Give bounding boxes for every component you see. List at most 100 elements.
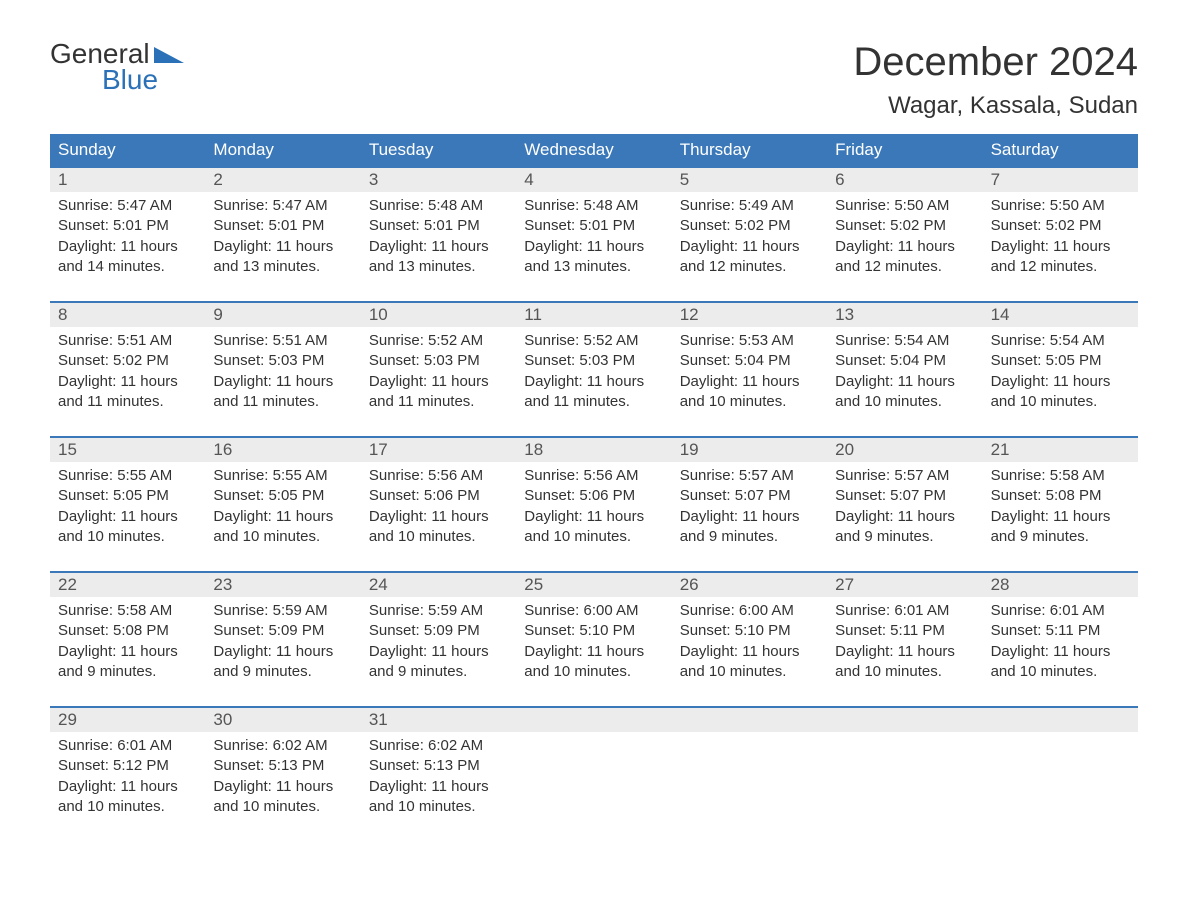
daylight-text: Daylight: 11 hours and 10 minutes. bbox=[369, 777, 508, 818]
sunset-text: Sunset: 5:05 PM bbox=[213, 486, 352, 506]
sunset-text: Sunset: 5:11 PM bbox=[835, 621, 974, 641]
day-number: 19 bbox=[672, 438, 827, 462]
daylight-text: Daylight: 11 hours and 10 minutes. bbox=[835, 372, 974, 413]
daylight-text: Daylight: 11 hours and 10 minutes. bbox=[369, 507, 508, 548]
daynum-row: 293031 bbox=[50, 708, 1138, 732]
daylight-text: Daylight: 11 hours and 10 minutes. bbox=[524, 642, 663, 683]
day-number: 8 bbox=[50, 303, 205, 327]
daylight-text: Daylight: 11 hours and 9 minutes. bbox=[991, 507, 1130, 548]
daynum-row: 15161718192021 bbox=[50, 438, 1138, 462]
sunset-text: Sunset: 5:02 PM bbox=[991, 216, 1130, 236]
sunrise-text: Sunrise: 5:54 AM bbox=[991, 331, 1130, 351]
day-cell: Sunrise: 5:54 AMSunset: 5:04 PMDaylight:… bbox=[827, 327, 982, 436]
sunset-text: Sunset: 5:05 PM bbox=[58, 486, 197, 506]
daylight-text: Daylight: 11 hours and 13 minutes. bbox=[213, 237, 352, 278]
day-header-cell: Tuesday bbox=[361, 134, 516, 166]
sunrise-text: Sunrise: 5:56 AM bbox=[524, 466, 663, 486]
daylight-text: Daylight: 11 hours and 13 minutes. bbox=[524, 237, 663, 278]
daylight-text: Daylight: 11 hours and 10 minutes. bbox=[58, 507, 197, 548]
sunset-text: Sunset: 5:11 PM bbox=[991, 621, 1130, 641]
sunrise-text: Sunrise: 5:52 AM bbox=[369, 331, 508, 351]
daylight-text: Daylight: 11 hours and 9 minutes. bbox=[835, 507, 974, 548]
day-cell: Sunrise: 5:57 AMSunset: 5:07 PMDaylight:… bbox=[672, 462, 827, 571]
day-number: 31 bbox=[361, 708, 516, 732]
day-cell: Sunrise: 5:52 AMSunset: 5:03 PMDaylight:… bbox=[361, 327, 516, 436]
day-cell: Sunrise: 5:55 AMSunset: 5:05 PMDaylight:… bbox=[50, 462, 205, 571]
sunrise-text: Sunrise: 5:50 AM bbox=[991, 196, 1130, 216]
daylight-text: Daylight: 11 hours and 11 minutes. bbox=[369, 372, 508, 413]
day-cell: Sunrise: 6:00 AMSunset: 5:10 PMDaylight:… bbox=[516, 597, 671, 706]
sunset-text: Sunset: 5:02 PM bbox=[835, 216, 974, 236]
day-cell bbox=[827, 732, 982, 841]
day-header-row: SundayMondayTuesdayWednesdayThursdayFrid… bbox=[50, 134, 1138, 166]
day-header-cell: Sunday bbox=[50, 134, 205, 166]
daylight-text: Daylight: 11 hours and 11 minutes. bbox=[524, 372, 663, 413]
weeks-container: 1234567Sunrise: 5:47 AMSunset: 5:01 PMDa… bbox=[50, 166, 1138, 841]
sunrise-text: Sunrise: 5:47 AM bbox=[58, 196, 197, 216]
sunrise-text: Sunrise: 5:51 AM bbox=[58, 331, 197, 351]
header: General Blue December 2024 Wagar, Kassal… bbox=[50, 40, 1138, 120]
sunrise-text: Sunrise: 5:58 AM bbox=[991, 466, 1130, 486]
daylight-text: Daylight: 11 hours and 10 minutes. bbox=[835, 642, 974, 683]
day-number: 24 bbox=[361, 573, 516, 597]
calendar-week: 15161718192021Sunrise: 5:55 AMSunset: 5:… bbox=[50, 436, 1138, 571]
day-number: 30 bbox=[205, 708, 360, 732]
sunrise-text: Sunrise: 6:01 AM bbox=[835, 601, 974, 621]
sunrise-text: Sunrise: 5:48 AM bbox=[369, 196, 508, 216]
day-number: 23 bbox=[205, 573, 360, 597]
day-cell: Sunrise: 5:56 AMSunset: 5:06 PMDaylight:… bbox=[516, 462, 671, 571]
day-number: 14 bbox=[983, 303, 1138, 327]
daynum-row: 891011121314 bbox=[50, 303, 1138, 327]
day-number: 12 bbox=[672, 303, 827, 327]
daylight-text: Daylight: 11 hours and 10 minutes. bbox=[991, 642, 1130, 683]
day-cell: Sunrise: 6:00 AMSunset: 5:10 PMDaylight:… bbox=[672, 597, 827, 706]
day-cell: Sunrise: 5:48 AMSunset: 5:01 PMDaylight:… bbox=[516, 192, 671, 301]
sunrise-text: Sunrise: 5:51 AM bbox=[213, 331, 352, 351]
sunrise-text: Sunrise: 6:02 AM bbox=[369, 736, 508, 756]
day-number: 27 bbox=[827, 573, 982, 597]
day-cell: Sunrise: 5:50 AMSunset: 5:02 PMDaylight:… bbox=[827, 192, 982, 301]
day-number: 5 bbox=[672, 168, 827, 192]
sunset-text: Sunset: 5:05 PM bbox=[991, 351, 1130, 371]
brand-triangle-icon bbox=[154, 40, 184, 68]
sunset-text: Sunset: 5:01 PM bbox=[369, 216, 508, 236]
day-number: 2 bbox=[205, 168, 360, 192]
day-cell: Sunrise: 6:02 AMSunset: 5:13 PMDaylight:… bbox=[361, 732, 516, 841]
sunrise-text: Sunrise: 5:55 AM bbox=[213, 466, 352, 486]
day-number: 15 bbox=[50, 438, 205, 462]
sunset-text: Sunset: 5:02 PM bbox=[58, 351, 197, 371]
day-cell: Sunrise: 5:47 AMSunset: 5:01 PMDaylight:… bbox=[205, 192, 360, 301]
sunset-text: Sunset: 5:04 PM bbox=[835, 351, 974, 371]
day-number: 10 bbox=[361, 303, 516, 327]
sunset-text: Sunset: 5:09 PM bbox=[369, 621, 508, 641]
sunrise-text: Sunrise: 6:02 AM bbox=[213, 736, 352, 756]
sunset-text: Sunset: 5:07 PM bbox=[835, 486, 974, 506]
day-cell: Sunrise: 5:58 AMSunset: 5:08 PMDaylight:… bbox=[50, 597, 205, 706]
sunrise-text: Sunrise: 5:56 AM bbox=[369, 466, 508, 486]
day-cell: Sunrise: 5:59 AMSunset: 5:09 PMDaylight:… bbox=[205, 597, 360, 706]
sunrise-text: Sunrise: 5:52 AM bbox=[524, 331, 663, 351]
sunset-text: Sunset: 5:06 PM bbox=[369, 486, 508, 506]
day-cell: Sunrise: 5:56 AMSunset: 5:06 PMDaylight:… bbox=[361, 462, 516, 571]
calendar-week: 1234567Sunrise: 5:47 AMSunset: 5:01 PMDa… bbox=[50, 166, 1138, 301]
day-number: 1 bbox=[50, 168, 205, 192]
day-cell: Sunrise: 6:02 AMSunset: 5:13 PMDaylight:… bbox=[205, 732, 360, 841]
daylight-text: Daylight: 11 hours and 9 minutes. bbox=[680, 507, 819, 548]
day-cell: Sunrise: 6:01 AMSunset: 5:11 PMDaylight:… bbox=[983, 597, 1138, 706]
daynum-row: 22232425262728 bbox=[50, 573, 1138, 597]
sunrise-text: Sunrise: 5:49 AM bbox=[680, 196, 819, 216]
sunrise-text: Sunrise: 5:53 AM bbox=[680, 331, 819, 351]
daynum-row: 1234567 bbox=[50, 168, 1138, 192]
day-cell: Sunrise: 5:53 AMSunset: 5:04 PMDaylight:… bbox=[672, 327, 827, 436]
daylight-text: Daylight: 11 hours and 12 minutes. bbox=[835, 237, 974, 278]
sunrise-text: Sunrise: 5:47 AM bbox=[213, 196, 352, 216]
daylight-text: Daylight: 11 hours and 9 minutes. bbox=[213, 642, 352, 683]
sunset-text: Sunset: 5:02 PM bbox=[680, 216, 819, 236]
day-cell: Sunrise: 5:57 AMSunset: 5:07 PMDaylight:… bbox=[827, 462, 982, 571]
day-header-cell: Friday bbox=[827, 134, 982, 166]
sunrise-text: Sunrise: 5:55 AM bbox=[58, 466, 197, 486]
daylight-text: Daylight: 11 hours and 13 minutes. bbox=[369, 237, 508, 278]
day-cell: Sunrise: 5:48 AMSunset: 5:01 PMDaylight:… bbox=[361, 192, 516, 301]
day-number: 21 bbox=[983, 438, 1138, 462]
sunrise-text: Sunrise: 5:59 AM bbox=[213, 601, 352, 621]
